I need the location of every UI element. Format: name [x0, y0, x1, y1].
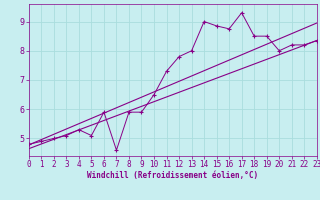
X-axis label: Windchill (Refroidissement éolien,°C): Windchill (Refroidissement éolien,°C) [87, 171, 258, 180]
